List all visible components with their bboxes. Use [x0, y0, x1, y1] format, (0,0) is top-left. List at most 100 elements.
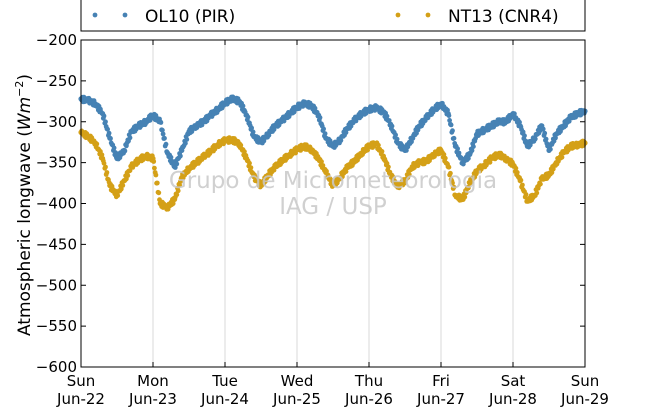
x-tick-label-date: Jun-23 — [128, 390, 177, 408]
x-tick-label-weekday: Sun — [67, 372, 96, 390]
data-point — [240, 103, 246, 109]
data-point — [463, 190, 469, 196]
y-tick-label: −500 — [36, 276, 77, 294]
x-tick-label-date: Jun-27 — [416, 390, 465, 408]
legend-label-ol10: OL10 (PIR) — [145, 7, 235, 27]
y-axis-label-close: ) — [15, 74, 35, 81]
data-point — [158, 120, 164, 125]
y-tick-label: −300 — [36, 113, 77, 131]
data-point — [111, 145, 117, 151]
data-point — [514, 170, 520, 175]
legend-marker-ol10 — [92, 12, 98, 18]
data-point — [94, 141, 100, 147]
x-tick-label-date: Jun-25 — [272, 390, 321, 408]
data-point — [451, 135, 457, 141]
data-point — [271, 127, 277, 132]
data-point — [118, 186, 124, 192]
y-axis: −600 −550 −500 −450 −400 −350 −300 −250 −200 — [36, 31, 585, 376]
data-point — [250, 129, 256, 135]
data-point — [512, 111, 517, 117]
data-point — [538, 181, 543, 187]
x-tick-label-date: Jun-24 — [200, 390, 249, 408]
data-point — [153, 172, 159, 178]
data-point — [548, 146, 553, 152]
data-point — [156, 190, 162, 196]
data-point — [242, 149, 247, 155]
data-point — [581, 110, 587, 116]
x-tick-label-weekday: Tue — [211, 372, 238, 390]
data-point — [401, 180, 407, 186]
data-point — [160, 131, 166, 137]
data-point — [115, 193, 121, 199]
data-point — [235, 96, 241, 101]
data-point — [451, 184, 457, 190]
data-point — [307, 144, 313, 150]
legend-marker-nt13 — [425, 12, 431, 18]
data-point — [450, 180, 455, 186]
data-point — [122, 148, 128, 154]
data-point — [248, 165, 254, 171]
x-tick-label-date: Jun-22 — [56, 390, 105, 408]
data-point — [221, 141, 227, 147]
y-axis-label-main: Atmospheric longwave ( — [15, 130, 35, 336]
data-point — [386, 164, 391, 170]
legend-marker-nt13 — [395, 12, 401, 18]
y-axis-label-exponent: −2 — [13, 81, 26, 97]
data-point — [391, 175, 396, 180]
data-point — [517, 119, 522, 125]
data-point — [520, 182, 525, 188]
data-point — [249, 125, 255, 131]
grid-lines — [152, 40, 514, 367]
data-point — [125, 173, 131, 179]
data-point — [462, 194, 468, 200]
data-point — [448, 122, 454, 128]
x-tick-label-weekday: Sun — [571, 372, 600, 390]
data-point — [522, 133, 527, 139]
data-point — [553, 135, 558, 141]
data-point — [322, 131, 328, 137]
data-point — [543, 136, 549, 142]
data-point — [99, 152, 105, 158]
data-point — [271, 167, 277, 173]
data-point — [389, 123, 395, 129]
x-tick-label-weekday: Mon — [137, 372, 169, 390]
data-point — [103, 164, 108, 170]
data-point — [466, 156, 471, 161]
data-point — [559, 154, 565, 160]
x-axis: SunJun-22MonJun-23TueJun-24WedJun-25ThuJ… — [56, 40, 609, 408]
y-tick-label: −400 — [36, 195, 77, 213]
y-axis-label: Atmospheric longwave (Wm−2) — [13, 74, 35, 336]
data-point — [348, 123, 354, 129]
series-1 — [78, 128, 588, 212]
data-point — [168, 154, 174, 160]
data-point — [170, 201, 176, 206]
data-point — [534, 190, 540, 196]
data-point — [379, 149, 385, 154]
data-point — [386, 118, 392, 123]
data-point — [469, 148, 475, 153]
data-point — [466, 185, 471, 191]
data-point — [540, 126, 546, 132]
data-point — [566, 118, 572, 124]
data-point — [393, 132, 398, 138]
y-axis-label-unit: Wm — [15, 97, 35, 130]
data-point — [162, 135, 167, 141]
data-point — [183, 140, 188, 146]
x-tick-label-weekday: Wed — [281, 372, 314, 390]
data-point — [343, 130, 349, 135]
data-point — [324, 168, 329, 174]
legend-marker-ol10 — [122, 12, 128, 18]
data-point — [108, 136, 113, 141]
data-point — [406, 172, 412, 177]
series-layer — [78, 94, 588, 212]
data-point — [238, 142, 244, 148]
data-point — [446, 164, 452, 170]
data-point — [321, 126, 326, 132]
data-point — [312, 105, 318, 111]
x-tick-label-weekday: Thu — [354, 372, 383, 390]
data-point — [152, 165, 157, 171]
data-point — [487, 159, 493, 165]
data-point — [184, 137, 190, 142]
data-point — [105, 126, 110, 132]
